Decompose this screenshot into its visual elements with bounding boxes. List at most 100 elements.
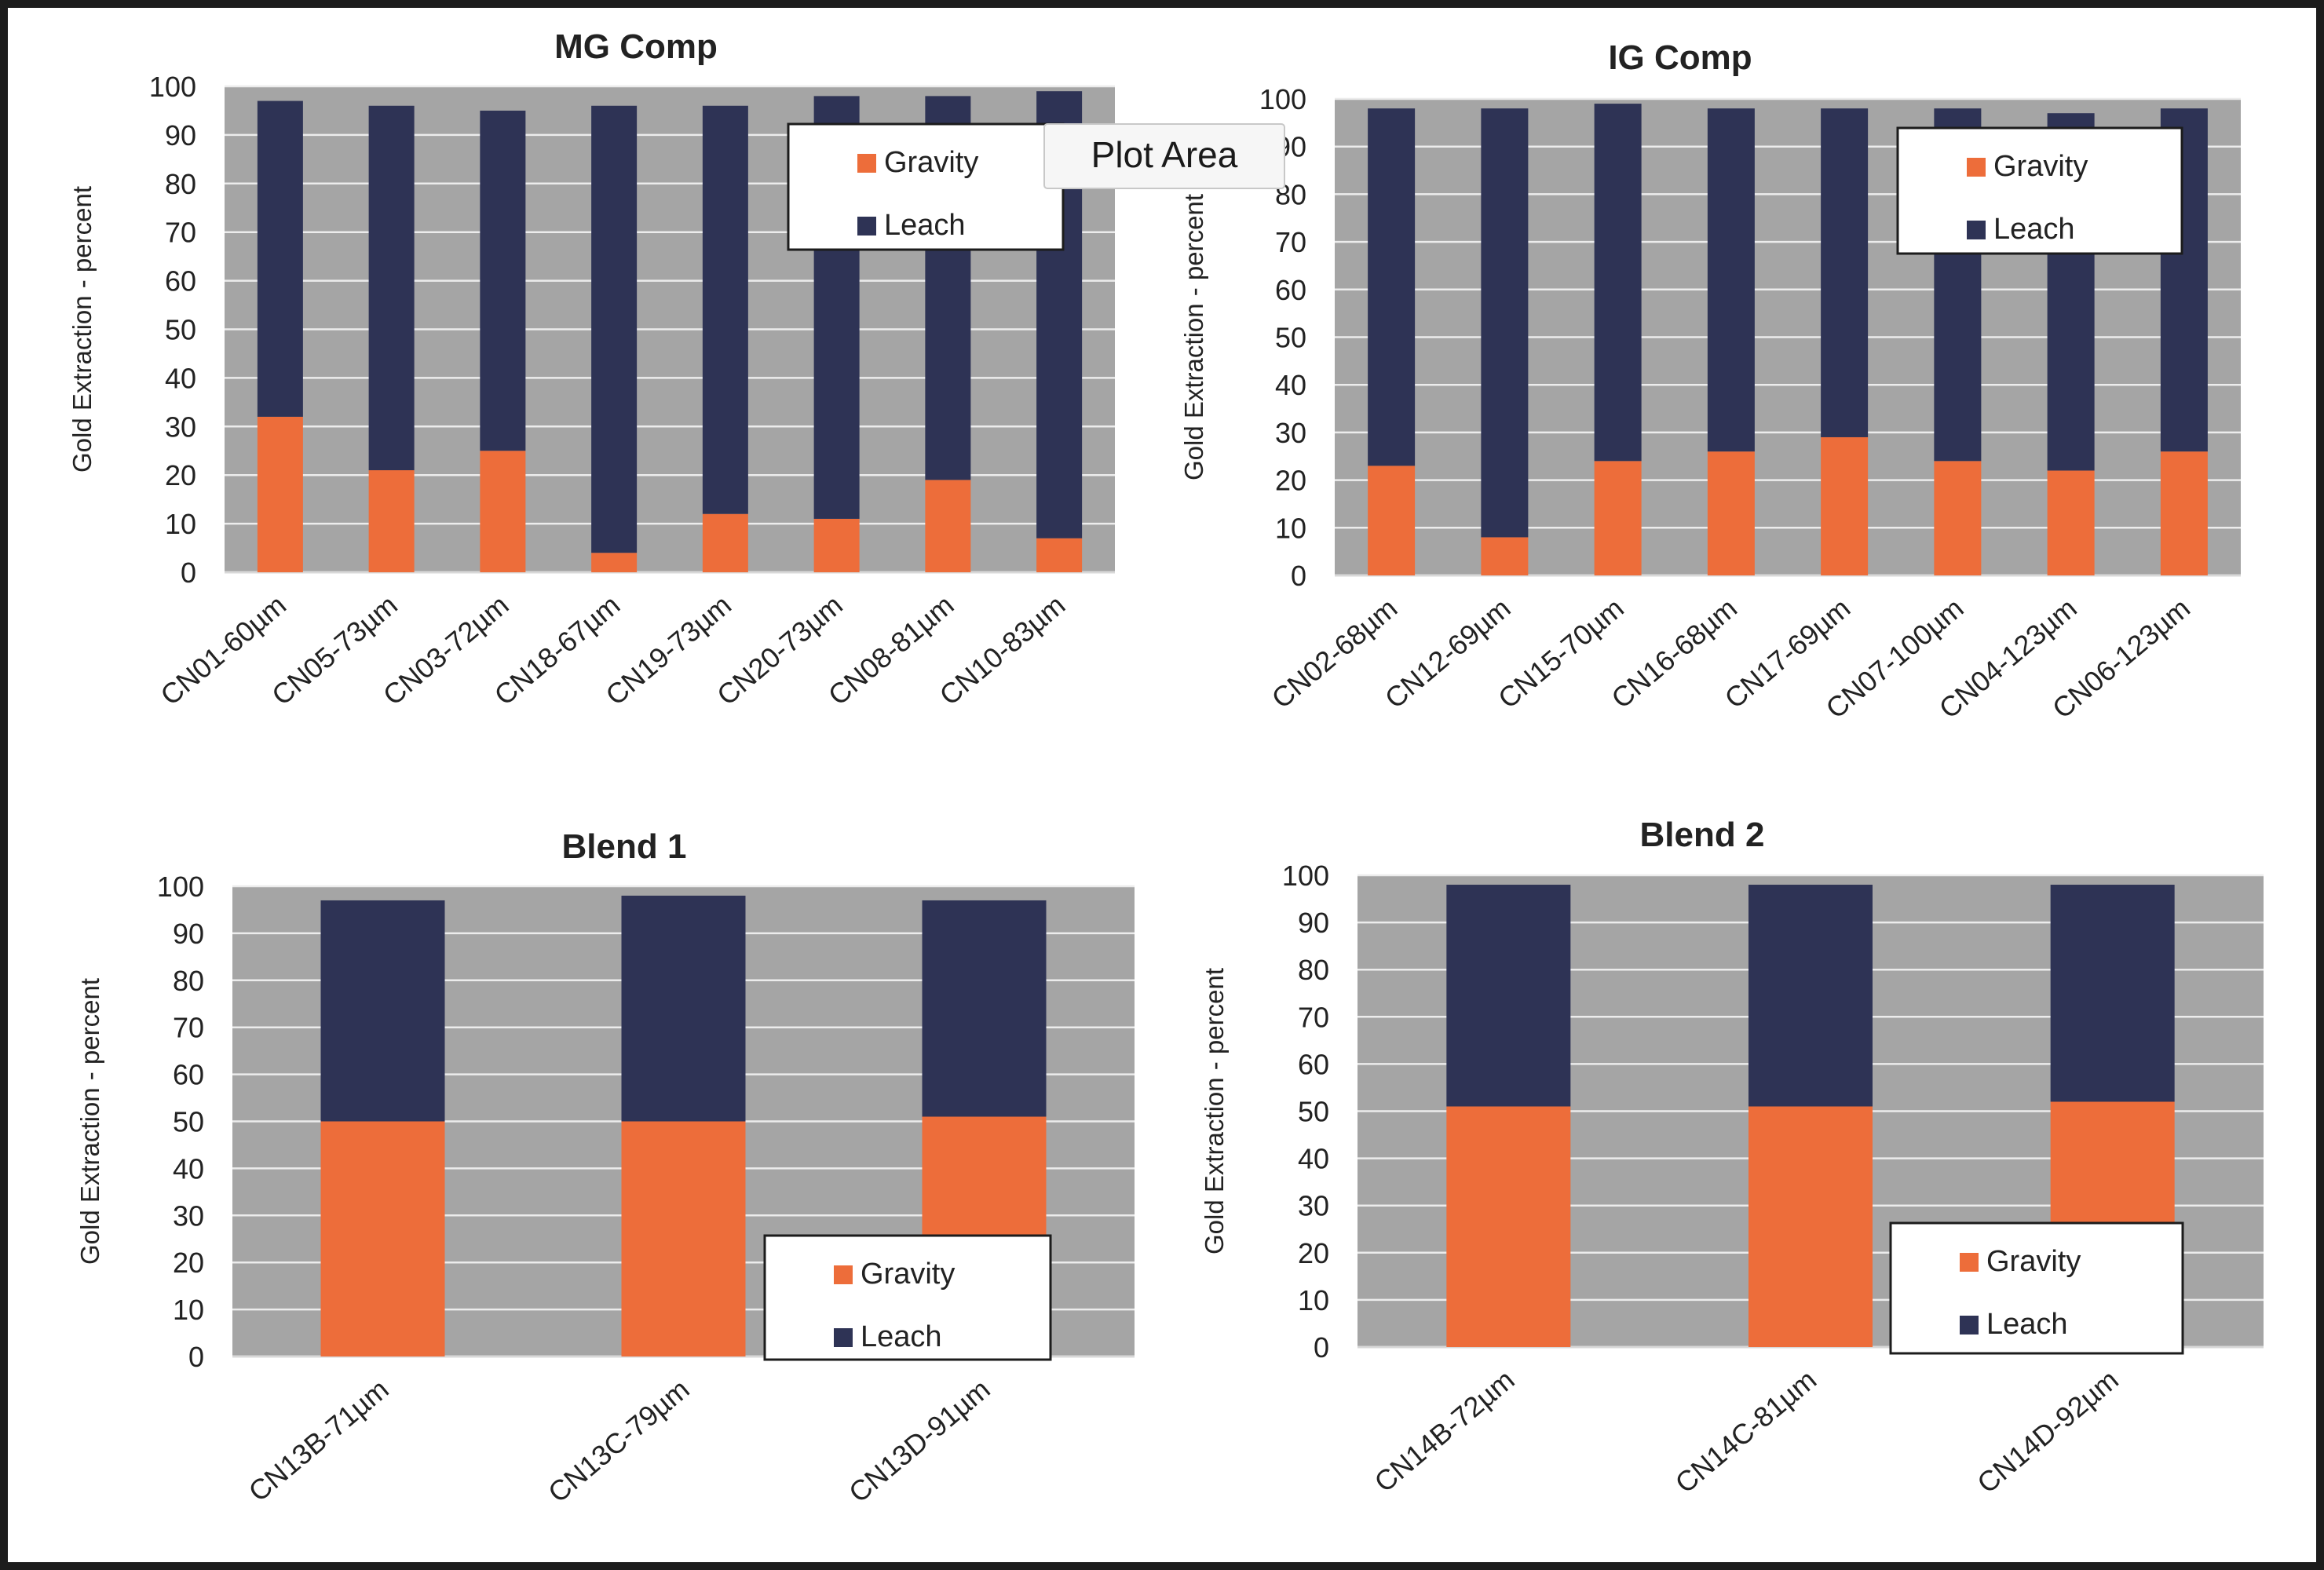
bar-leach[interactable] [1368,108,1416,466]
y-tick-label: 40 [173,1152,204,1185]
y-tick-label: 10 [1298,1284,1329,1316]
legend-swatch-leach [1960,1316,1979,1334]
legend[interactable]: Gravity Leach [1896,126,2183,255]
legend-box [1889,1221,2184,1355]
bar-gravity[interactable] [591,553,638,572]
y-axis-label: Gold Extraction - percent [68,186,97,473]
legend[interactable]: Gravity Leach [787,122,1065,251]
bar-gravity[interactable] [1821,436,1869,575]
bar-gravity[interactable] [925,480,971,572]
bar-gravity[interactable] [2047,470,2095,575]
chart-title: Blend 1 [562,827,687,866]
y-tick-label: 30 [1298,1190,1329,1222]
legend-label-leach: Leach [884,209,966,242]
y-axis-label: Gold Extraction - percent [75,978,104,1265]
legend[interactable]: Gravity Leach [1889,1221,2184,1355]
bar-gravity[interactable] [1748,1106,1873,1347]
y-tick-label: 40 [165,362,196,394]
legend-label-leach: Leach [1986,1308,2068,1341]
chart-title: Blend 2 [1640,816,1765,854]
bar-gravity[interactable] [1036,538,1083,572]
y-tick-label: 70 [1298,1001,1329,1033]
bar-leach[interactable] [368,105,415,471]
y-tick-label: 10 [173,1294,204,1326]
y-tick-label: 80 [165,168,196,200]
y-tick-label: 100 [149,71,196,103]
y-tick-label: 20 [165,459,196,491]
y-tick-label: 40 [1275,369,1306,401]
bar-leach[interactable] [2050,885,2175,1102]
bar-leach[interactable] [591,105,638,553]
bar-leach[interactable] [1748,885,1873,1107]
x-tick-label: CN13C-79µm [542,1373,696,1509]
legend-label-leach: Leach [1993,213,2075,246]
x-tick-label: CN13B-71µm [243,1373,395,1508]
chart-1: MG Comp 0 10 20 30 40 50 60 70 80 90 100 Gold Extrac… [68,27,1115,711]
x-tick-label: CN13D-91µm [842,1373,996,1509]
bar-leach[interactable] [1481,108,1529,538]
bar-gravity[interactable] [1707,451,1755,575]
bar-gravity[interactable] [368,470,415,572]
y-tick-label: 70 [173,1012,204,1044]
bar-gravity[interactable] [480,451,526,572]
y-tick-label: 20 [173,1247,204,1279]
chart-3: Blend 1 0 10 20 30 40 50 60 70 80 90 100 Gold Extrac… [75,827,1135,1509]
y-axis-label: Gold Extraction - percent [1200,968,1229,1254]
bar-leach[interactable] [1594,104,1642,462]
y-tick-label: 10 [165,508,196,540]
bar-gravity[interactable] [1934,461,1982,575]
y-tick-label: 0 [1291,560,1306,592]
y-tick-label: 100 [1259,83,1306,115]
x-tick-label: CN14C-81µm [1669,1364,1823,1499]
bar-leach[interactable] [621,895,746,1122]
y-tick-label: 30 [173,1199,204,1232]
legend-swatch-gravity [1967,158,1986,177]
bar-gravity[interactable] [621,1121,746,1357]
x-tick-label: CN12-69µm [1379,592,1517,715]
bar-gravity[interactable] [702,513,748,572]
bar-leach[interactable] [702,105,748,514]
legend-label-gravity: Gravity [1986,1245,2081,1278]
bar-gravity[interactable] [2160,451,2208,575]
legend-label-leach: Leach [861,1320,942,1353]
legend-swatch-leach [834,1328,853,1347]
bar-leach[interactable] [480,110,526,451]
y-tick-label: 0 [1314,1331,1329,1364]
bar-gravity[interactable] [1481,537,1529,575]
y-tick-label: 100 [157,871,204,903]
tooltip-box [1043,123,1285,189]
y-tick-label: 50 [173,1106,204,1138]
y-tick-label: 100 [1282,860,1329,892]
bar-leach[interactable] [1446,885,1571,1107]
bar-leach[interactable] [922,900,1047,1117]
chart-title: IG Comp [1608,38,1752,77]
chart-4: Blend 2 0 10 20 30 40 50 60 70 80 90 100 Gold Extrac… [1200,816,2264,1499]
bar-gravity[interactable] [257,416,303,572]
bar-leach[interactable] [1821,108,1869,437]
x-tick-label: CN15-70µm [1492,592,1630,715]
bar-gravity[interactable] [320,1121,445,1357]
bar-leach[interactable] [320,900,445,1122]
x-tick-label: CN02-68µm [1266,592,1404,715]
y-tick-label: 90 [165,119,196,152]
y-tick-label: 60 [1275,274,1306,306]
y-tick-label: 60 [165,265,196,298]
x-tick-label: CN14D-92µm [1971,1364,2125,1499]
bar-leach[interactable] [1707,108,1755,452]
legend-swatch-gravity [857,154,876,173]
legend-swatch-leach [1967,221,1986,239]
y-tick-label: 70 [165,217,196,249]
y-tick-label: 40 [1298,1143,1329,1175]
legend[interactable]: Gravity Leach [763,1234,1052,1361]
y-tick-label: 90 [173,918,204,950]
bar-gravity[interactable] [1594,461,1642,575]
y-tick-label: 90 [1298,907,1329,939]
bar-leach[interactable] [257,100,303,417]
bar-gravity[interactable] [1446,1106,1571,1347]
bar-gravity[interactable] [1368,466,1416,575]
bar-gravity[interactable] [813,518,860,572]
x-tick-label: CN14B-72µm [1368,1364,1521,1499]
y-tick-label: 60 [1298,1048,1329,1080]
